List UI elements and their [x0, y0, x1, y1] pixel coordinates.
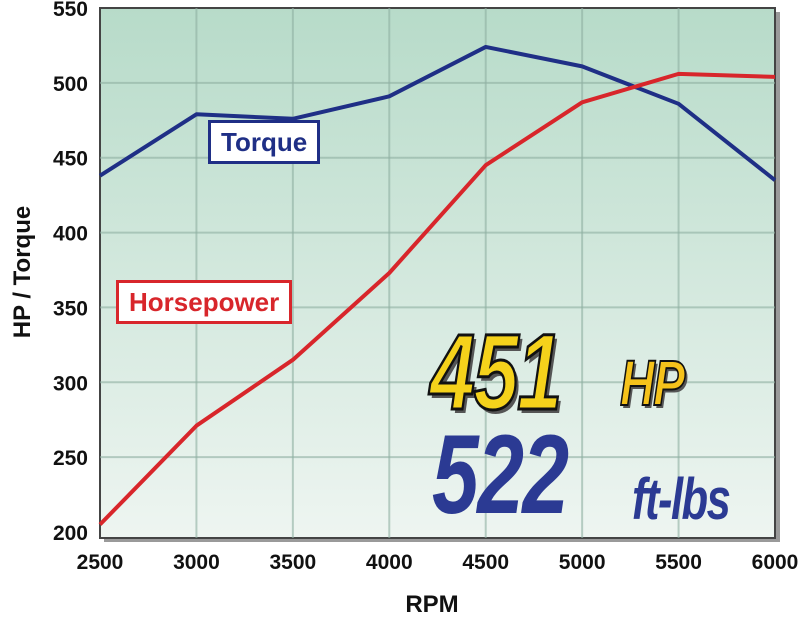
x-tick-label: 2500 [77, 551, 124, 574]
y-tick-label: 500 [53, 73, 88, 96]
x-tick-label: 5000 [559, 551, 606, 574]
y-tick-label: 200 [53, 522, 88, 545]
series-line-horsepower [98, 71, 776, 526]
y-tick-label: 300 [53, 372, 88, 395]
y-axis-title: HP / Torque [9, 206, 36, 338]
legend-torque: Torque [208, 120, 321, 164]
y-tick-label: 450 [53, 148, 88, 171]
y-tick-label: 350 [53, 297, 88, 320]
torque-number: 522 [432, 412, 569, 537]
y-tick-label: 550 [53, 0, 88, 21]
legend-horsepower: Horsepower [116, 280, 293, 324]
x-tick-label: 4000 [366, 551, 413, 574]
x-tick-label: 4500 [462, 551, 509, 574]
x-axis-title: RPM [405, 591, 458, 617]
x-tick-label: 6000 [752, 551, 799, 574]
x-tick-label: 5500 [655, 551, 702, 574]
y-tick-label: 400 [53, 223, 88, 246]
hp-unit: HP [619, 347, 686, 419]
y-tick-label: 250 [53, 447, 88, 470]
series-line-torque [98, 44, 777, 182]
x-tick-label: 3000 [173, 551, 220, 574]
hp-number: 451 [429, 311, 563, 432]
torque-unit: ft-lbs [632, 467, 731, 532]
x-tick-label: 3500 [269, 551, 316, 574]
